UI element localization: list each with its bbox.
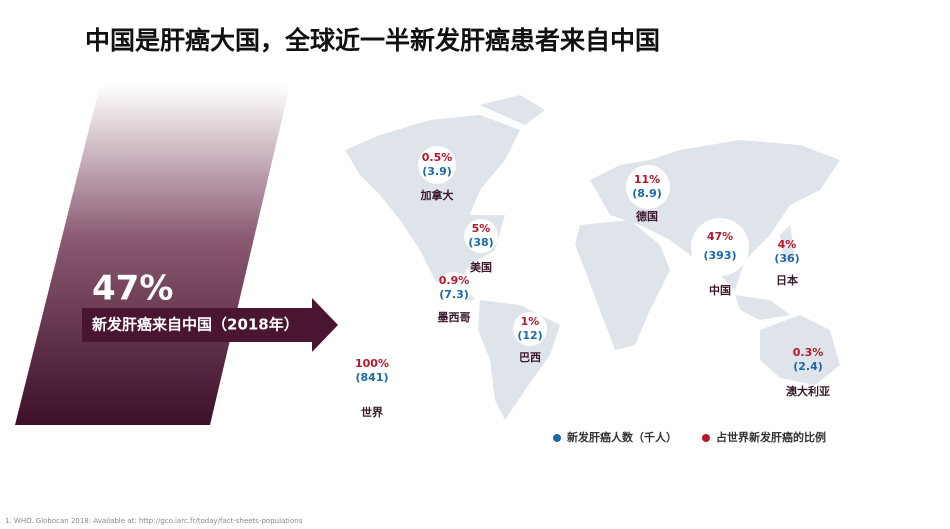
footnote: 1. WHO. Globocan 2018: Available at: htt…	[5, 517, 303, 525]
count-label: (12)	[517, 329, 542, 342]
count-label: (841)	[355, 371, 388, 384]
share-label: 47%	[707, 230, 733, 243]
region-labels: 0.5%(3.9) 加拿大 5%(38) 美国0.9%(7.3) 墨西哥 1%(12) 巴西…	[355, 151, 830, 419]
count-label: (8.9)	[632, 187, 662, 200]
share-label: 4%	[778, 238, 797, 251]
bubbles	[418, 146, 749, 346]
share-label: 1%	[521, 315, 540, 328]
banner	[15, 85, 290, 425]
arrow	[82, 298, 338, 352]
region-name: 美国	[470, 260, 492, 274]
share-label: 5%	[472, 222, 491, 235]
legend-dot	[702, 434, 710, 442]
share-label: 0.5%	[422, 151, 453, 164]
region-name: 澳大利亚	[786, 384, 830, 398]
legend-label: 占世界新发肝癌的比例	[716, 430, 826, 444]
highlight-caption: 新发肝癌来自中国（2018年）	[92, 316, 299, 334]
count-label: (36)	[774, 252, 799, 265]
share-label: 0.3%	[793, 346, 824, 359]
count-label: (2.4)	[793, 360, 823, 373]
title: 中国是肝癌大国，全球近一半新发肝癌患者来自中国	[85, 26, 660, 55]
region-name: 世界	[361, 405, 383, 419]
share-label: 100%	[355, 357, 389, 370]
legend-label: 新发肝癌人数（千人）	[567, 430, 677, 444]
region-name: 中国	[709, 283, 731, 297]
highlight-value: 47%	[92, 269, 173, 309]
world-map	[345, 95, 840, 420]
count-label: (3.9)	[422, 165, 452, 178]
share-label: 11%	[634, 173, 660, 186]
region-name: 加拿大	[420, 188, 454, 202]
count-label: (7.3)	[439, 288, 469, 301]
region-name: 墨西哥	[438, 311, 471, 324]
region-name: 日本	[776, 273, 798, 287]
region-name: 巴西	[519, 351, 541, 364]
count-label: (38)	[468, 236, 493, 249]
legend-dot	[553, 434, 561, 442]
region-name: 德国	[635, 209, 658, 223]
count-label: (393)	[703, 249, 736, 262]
share-label: 0.9%	[439, 274, 470, 287]
